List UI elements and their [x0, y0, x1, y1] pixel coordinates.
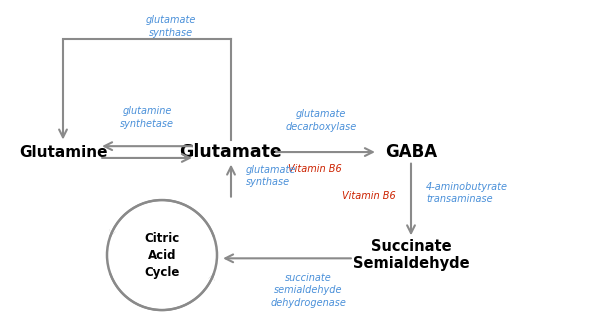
- Text: GABA: GABA: [385, 143, 437, 161]
- Text: succinate
semialdehyde
dehydrogenase: succinate semialdehyde dehydrogenase: [270, 273, 346, 308]
- Text: 4-aminobutyrate
transaminase: 4-aminobutyrate transaminase: [426, 182, 508, 204]
- Text: Glutamine: Glutamine: [19, 145, 107, 160]
- Text: glutamate
synthase: glutamate synthase: [146, 15, 196, 38]
- Text: glutamate
decarboxylase: glutamate decarboxylase: [286, 109, 356, 132]
- Ellipse shape: [107, 200, 217, 310]
- Text: Citric
Acid
Cycle: Citric Acid Cycle: [145, 232, 179, 279]
- Text: Vitamin B6: Vitamin B6: [342, 191, 396, 201]
- Text: Vitamin B6: Vitamin B6: [288, 164, 342, 175]
- Text: Succinate
Semialdehyde: Succinate Semialdehyde: [353, 239, 469, 271]
- Text: glutamine
synthetase: glutamine synthetase: [120, 106, 174, 129]
- Text: Glutamate: Glutamate: [179, 143, 283, 161]
- Text: glutamate
synthase: glutamate synthase: [246, 164, 296, 187]
